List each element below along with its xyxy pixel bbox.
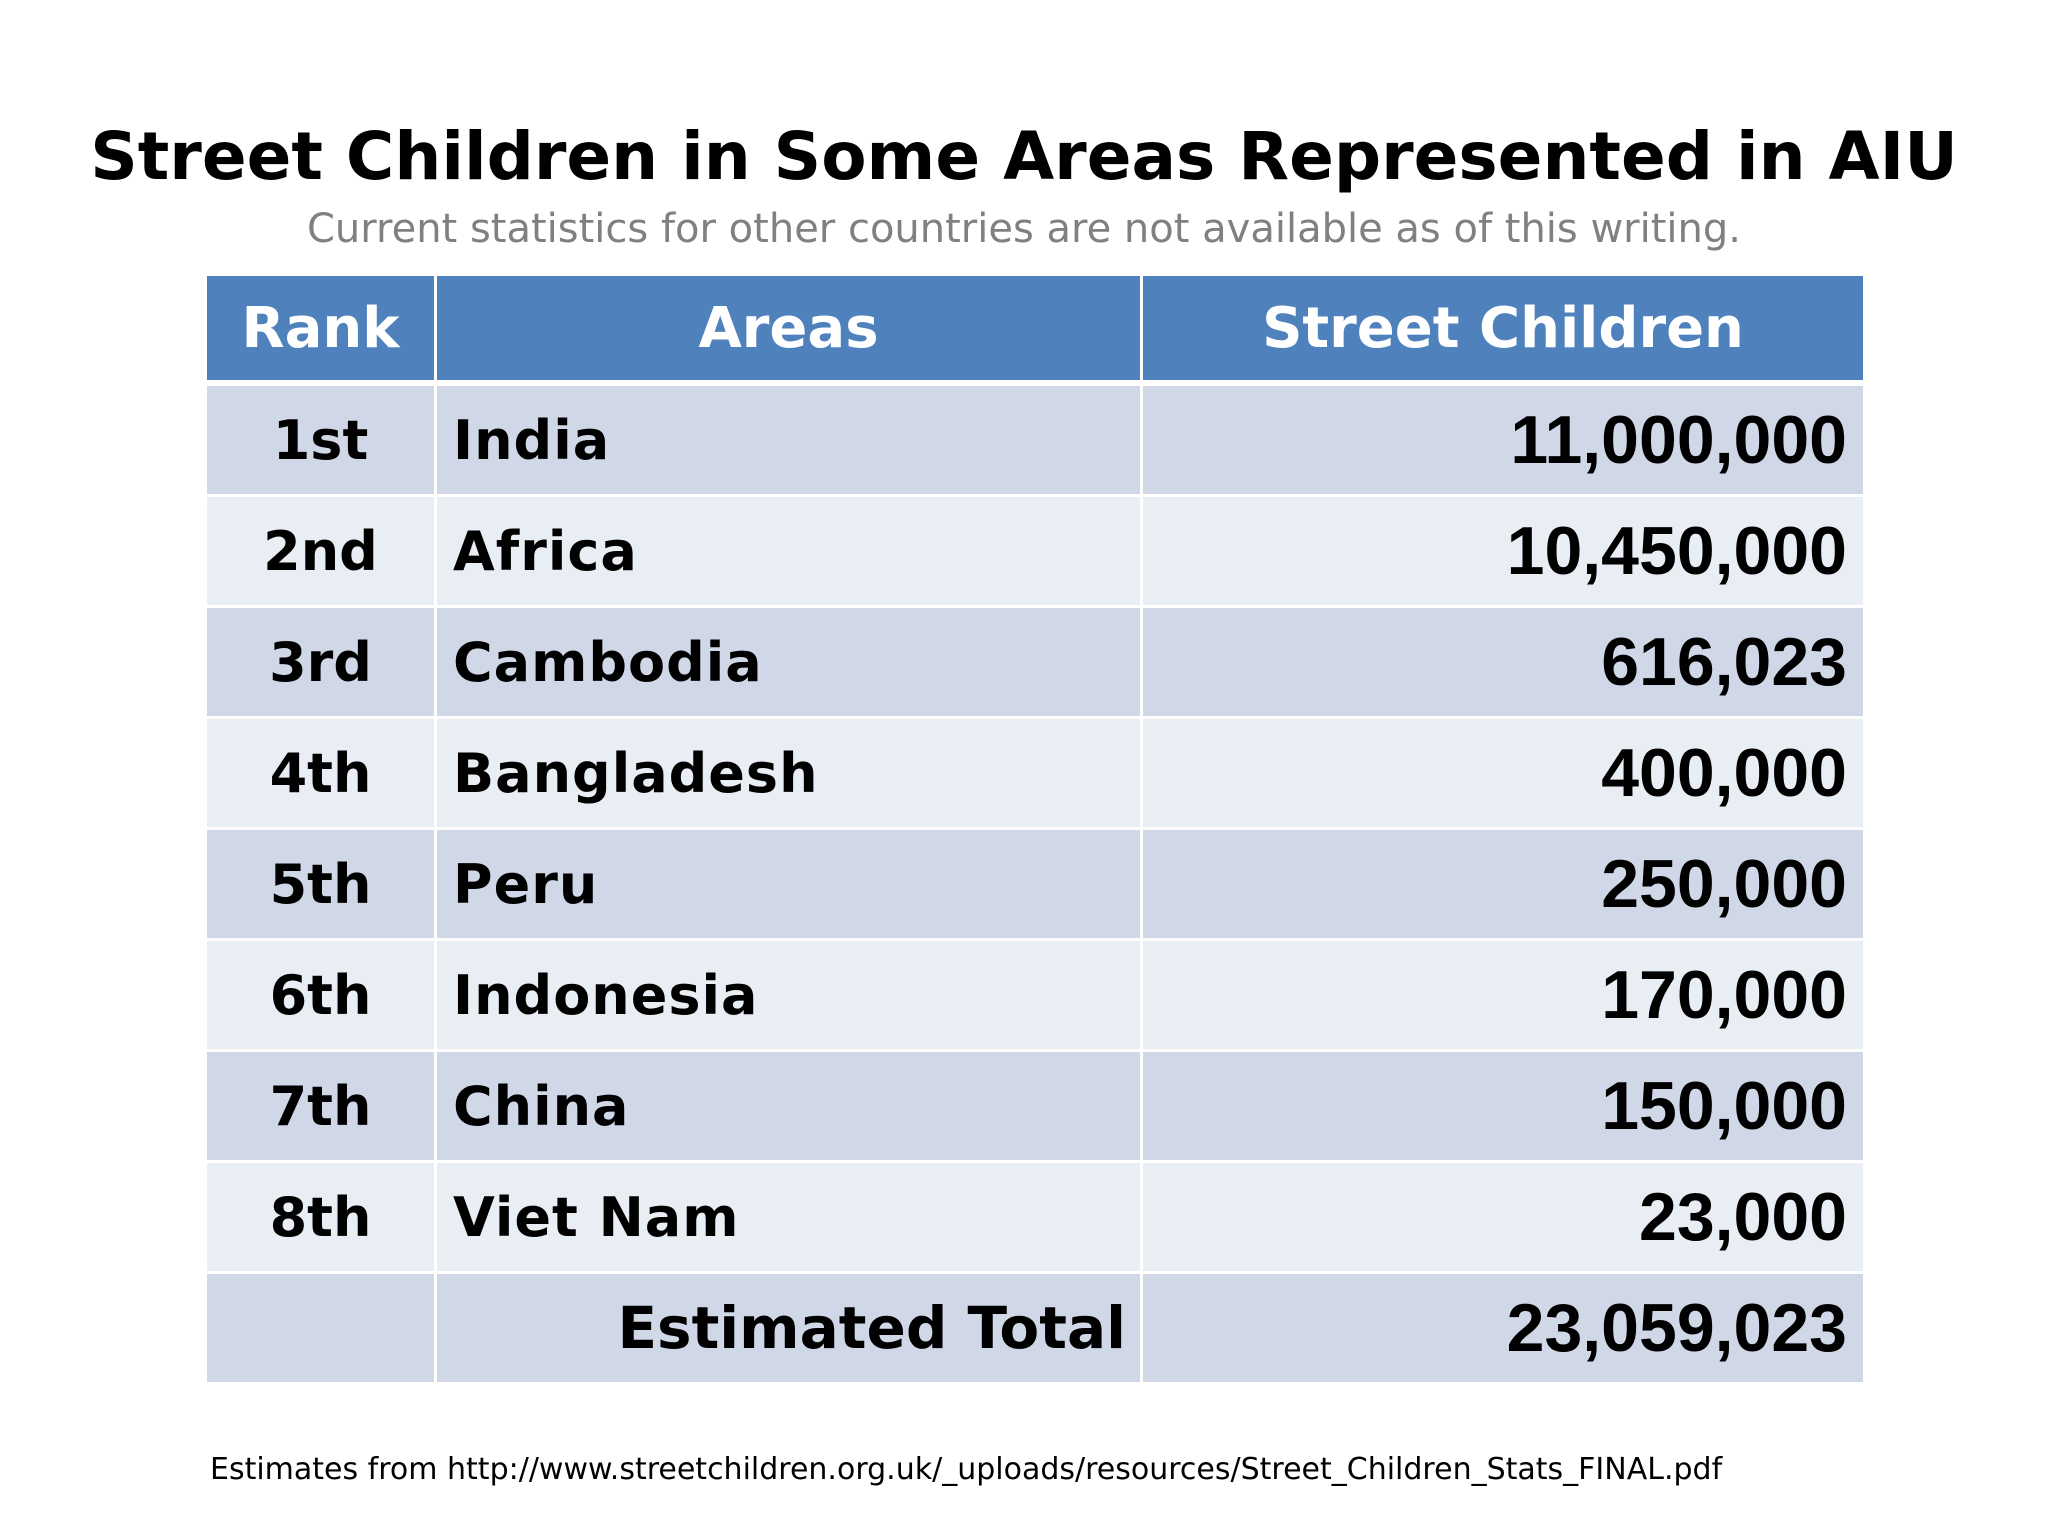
count-cell: 11,000,000 [1143,386,1863,497]
rank-cell: 3rd [207,608,437,719]
rank-cell: 2nd [207,497,437,608]
count-cell: 150,000 [1143,1052,1863,1163]
count-cell: 616,023 [1143,608,1863,719]
table-header-row: Rank Areas Street Children [207,276,1863,386]
count-cell: 250,000 [1143,830,1863,941]
header-rank: Rank [207,276,437,386]
rank-cell: 6th [207,941,437,1052]
area-cell: China [437,1052,1143,1163]
table-row: 7th China 150,000 [207,1052,1863,1163]
header-street-children: Street Children [1143,276,1863,386]
table-row: 8th Viet Nam 23,000 [207,1163,1863,1274]
table-row: 1st India 11,000,000 [207,386,1863,497]
rank-cell: 7th [207,1052,437,1163]
table-row: 6th Indonesia 170,000 [207,941,1863,1052]
table-row: 3rd Cambodia 616,023 [207,608,1863,719]
total-label: Estimated Total [437,1274,1143,1382]
area-cell: Cambodia [437,608,1143,719]
rank-cell: 4th [207,719,437,830]
area-cell: Peru [437,830,1143,941]
count-cell: 400,000 [1143,719,1863,830]
rank-cell: 5th [207,830,437,941]
area-cell: Africa [437,497,1143,608]
source-note: Estimates from http://www.streetchildren… [210,1452,1723,1487]
table-row: 4th Bangladesh 400,000 [207,719,1863,830]
table-row: 5th Peru 250,000 [207,830,1863,941]
slide-subtitle: Current statistics for other countries a… [307,206,1741,252]
count-cell: 10,450,000 [1143,497,1863,608]
rank-cell: 8th [207,1163,437,1274]
count-cell: 23,000 [1143,1163,1863,1274]
total-count: 23,059,023 [1143,1274,1863,1382]
slide-title: Street Children in Some Areas Represente… [90,118,1958,195]
area-cell: Viet Nam [437,1163,1143,1274]
area-cell: Indonesia [437,941,1143,1052]
table-row: 2nd Africa 10,450,000 [207,497,1863,608]
rank-cell: 1st [207,386,437,497]
count-cell: 170,000 [1143,941,1863,1052]
total-rank-cell [207,1274,437,1382]
area-cell: India [437,386,1143,497]
street-children-table: Rank Areas Street Children 1st India 11,… [207,276,1863,1382]
header-areas: Areas [437,276,1143,386]
area-cell: Bangladesh [437,719,1143,830]
total-row: Estimated Total 23,059,023 [207,1274,1863,1382]
